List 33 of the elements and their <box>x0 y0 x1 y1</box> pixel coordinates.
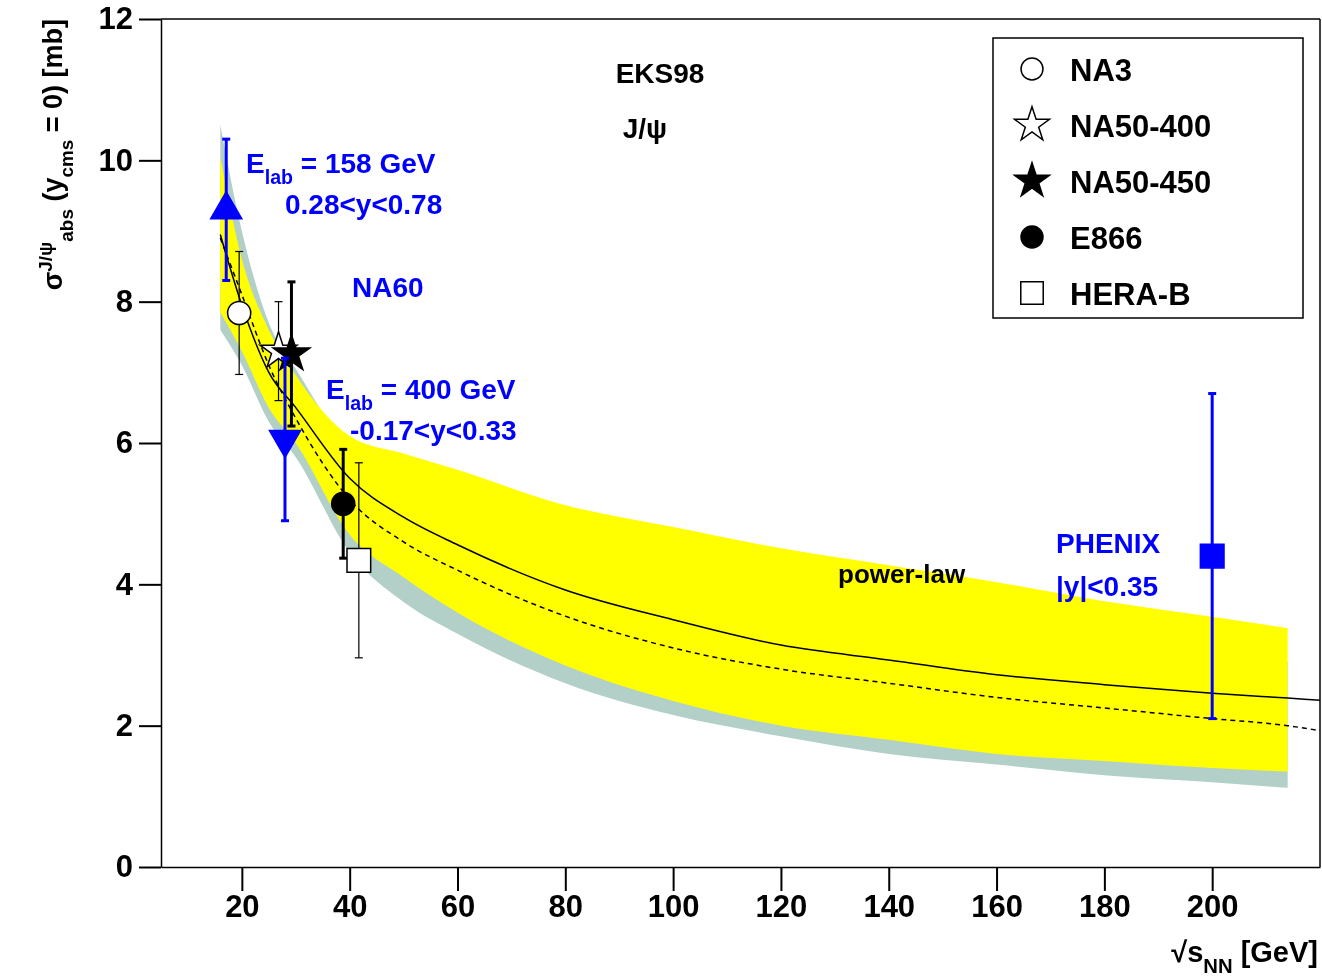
annotation: J/ψ <box>622 113 668 144</box>
y-tick-label: 0 <box>115 849 133 885</box>
annotation: -0.17<y<0.33 <box>350 415 517 446</box>
annotation: E$_{lab}$ = 158 GeV <box>246 148 436 188</box>
legend-label: NA3 <box>1070 53 1133 88</box>
annotation: |y|<0.35 <box>1056 571 1159 602</box>
x-tick-label: 100 <box>647 889 700 925</box>
legend-label: NA50-450 <box>1070 165 1212 200</box>
annotation: 0.28<y<0.78 <box>285 189 443 220</box>
y-tick-label: 12 <box>98 1 133 37</box>
x-tick-label: 200 <box>1186 889 1239 925</box>
legend-label: NA50-400 <box>1070 109 1212 144</box>
x-tick-label: 140 <box>863 889 916 925</box>
annotation: PHENIX <box>1056 528 1161 559</box>
legend-label: E866 <box>1070 221 1143 256</box>
y-tick-label: 6 <box>115 425 133 461</box>
x-tick-label: 80 <box>548 889 584 925</box>
text: power-law <box>838 559 966 589</box>
y-tick-label: 10 <box>98 142 133 178</box>
x-tick-label: 40 <box>332 889 368 925</box>
annotation: E$_{lab}$ = 400 GeV <box>326 374 516 414</box>
x-tick-label: 120 <box>755 889 808 925</box>
x-tick-label: 180 <box>1079 889 1131 925</box>
legend-label: HERA-B <box>1070 277 1191 312</box>
y-tick-label: 4 <box>115 566 134 602</box>
y-tick-label: 2 <box>115 708 133 744</box>
annotation: EKS98 <box>615 58 705 89</box>
annotation: NA60 <box>352 272 424 303</box>
x-tick-label: 60 <box>440 889 476 925</box>
x-axis-title: √s$_{NN}$ [GeV] <box>1171 936 1318 976</box>
x-tick-label: 20 <box>225 889 260 925</box>
y-tick-label: 8 <box>115 284 133 320</box>
x-tick-label: 160 <box>971 889 1023 925</box>
